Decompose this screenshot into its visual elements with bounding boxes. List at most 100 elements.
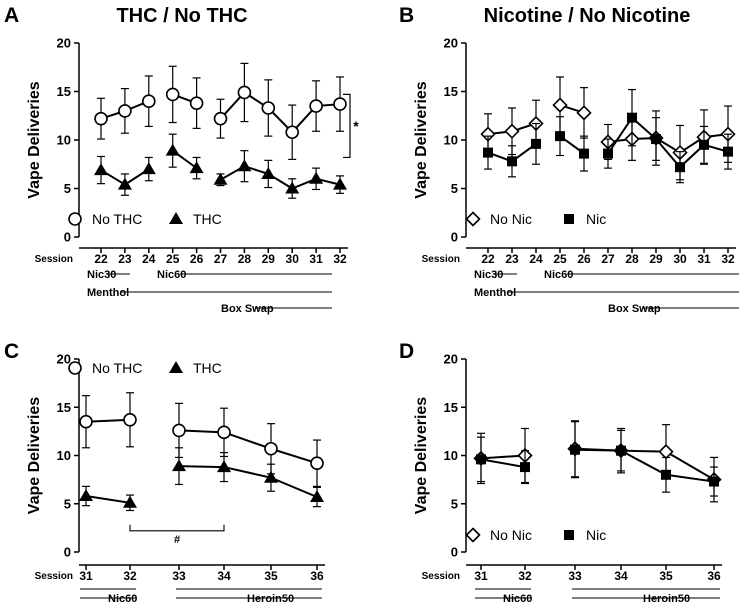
panel-b-condition-label: Menthol <box>474 287 516 299</box>
panel-a-y-tick-label: 0 <box>64 230 71 245</box>
panel-d-legend-label: Nic <box>586 527 606 543</box>
panel-c-series-thc-point <box>264 470 278 483</box>
panel-a-series-thc-point <box>261 166 276 179</box>
panel-a-x-tick-label: 28 <box>238 252 252 266</box>
panel-b-series-nic-point <box>555 131 565 142</box>
panel-a-series-no-thc-line <box>219 91 341 134</box>
panel-a-series-no-thc-point <box>118 104 132 118</box>
panel-b-series-nic-point <box>603 148 613 159</box>
panel-c-letter: C <box>4 340 19 363</box>
panel-b-series-nic-point <box>579 148 589 159</box>
panel-a-series-no-thc-point <box>213 111 228 126</box>
panel-b-series-no-nic-point <box>552 97 568 113</box>
panel-a-series-thc-point <box>285 181 300 194</box>
panel-a-legend-label: No THC <box>92 211 142 227</box>
panel-c-legend-marker <box>169 361 183 373</box>
panel-b-x-tick-label: 24 <box>529 252 543 266</box>
panel-d-series-no-nic-line <box>480 454 526 460</box>
panel-a-condition-label: Menthol <box>87 287 129 299</box>
panel-d-x-tick-label: 31 <box>474 569 488 583</box>
panel-d-y-tick-label: 10 <box>444 448 458 463</box>
panel-b-legend-label: Nic <box>586 211 606 227</box>
panel-b-series-nic-point <box>627 112 637 123</box>
panel-d-y-tick-label: 15 <box>444 400 458 415</box>
panel-a-series-thc-point <box>117 177 132 190</box>
panel-c-series-thc-point <box>79 489 93 502</box>
panel-a-session-label: Session <box>35 254 73 265</box>
panel-b-series-nic-point <box>675 162 685 173</box>
panel-c-session-label: Session <box>35 571 73 582</box>
panel-d-x-tick-label: 33 <box>568 569 582 583</box>
panel-a-y-tick-label: 20 <box>57 36 71 51</box>
panel-a-significance-bracket <box>343 93 351 159</box>
panel-a-series-no-thc-point <box>94 111 108 126</box>
panel-d-y-tick-label: 0 <box>451 545 458 560</box>
panel-b-series-no-nic-point <box>576 105 592 121</box>
panel-c-legend-label: No THC <box>92 360 142 376</box>
panel-b-condition-label: Box Swap <box>608 303 661 315</box>
panel-d-series-nic-point <box>709 476 719 487</box>
panel-d-series-nic-point <box>661 469 671 480</box>
panel-a-series-thc-point <box>94 163 108 176</box>
panel-d-legend-marker <box>564 530 574 540</box>
panel-c-legend-label: THC <box>193 360 222 376</box>
panel-a-condition-label: Nic30 <box>87 269 116 281</box>
panel-c-significance-mark: # <box>174 534 180 546</box>
panel-a-x-tick-label: 27 <box>214 252 228 266</box>
panel-a-letter: A <box>4 4 19 27</box>
panel-a-series-thc-point <box>333 177 347 190</box>
panel-c-y-tick-label: 10 <box>57 448 71 463</box>
panel-a-series-no-thc-point <box>142 94 156 108</box>
panel-c-series-thc-point <box>172 459 186 472</box>
panel-b-condition-label: Nic30 <box>474 269 503 281</box>
panel-b-x-tick-label: 26 <box>577 252 591 266</box>
panel-c-y-tick-label: 15 <box>57 400 71 415</box>
panel-d-series-no-nic-point <box>658 444 674 460</box>
panel-c-series-no-thc-point <box>217 425 231 440</box>
panel-d-series-nic-line <box>480 458 526 469</box>
panel-b-y-tick-label: 20 <box>444 36 458 51</box>
panel-a-series-thc-point <box>189 161 204 174</box>
panel-a-series-no-thc-point <box>189 96 204 110</box>
panel-b-x-tick-label: 29 <box>649 252 663 266</box>
panel-d-x-tick-label: 32 <box>518 569 532 583</box>
panel-b-x-tick-label: 23 <box>505 252 519 266</box>
panel-d-y-tick-label: 20 <box>444 352 458 367</box>
panel-b-x-tick-label: 31 <box>697 252 711 266</box>
panel-a-series-thc-point <box>309 171 324 184</box>
panel-d-legend-marker <box>465 527 481 543</box>
panel-a-series-no-thc-point <box>261 101 276 115</box>
panel-a-condition-label: Nic60 <box>157 269 186 281</box>
panel-b-series-no-nic-point <box>504 123 520 139</box>
panel-b-y-axis-label: Vape Deliveries <box>413 81 430 199</box>
panel-a-x-tick-label: 30 <box>286 252 300 266</box>
panel-b-series-nic-line <box>607 116 729 169</box>
panel-c-x-tick-label: 31 <box>79 569 93 583</box>
panel-c-series-thc-point <box>217 460 231 473</box>
panel-a-legend-marker <box>169 212 183 224</box>
panel-a-significance-mark: * <box>353 118 359 134</box>
panel-a-x-tick-label: 29 <box>262 252 276 266</box>
panel-c-series-thc-point <box>123 495 137 508</box>
panel-d-y-tick-label: 5 <box>451 496 458 511</box>
panel-b-x-tick-label: 22 <box>481 252 495 266</box>
panel-a-y-tick-label: 10 <box>57 133 71 148</box>
panel-d-series-nic-point <box>476 454 486 465</box>
panel-b-series-nic-point <box>699 139 709 150</box>
panel-a-series-thc-point <box>141 162 156 175</box>
panel-b-letter: B <box>399 4 414 27</box>
panel-a-series-thc-point <box>213 172 228 185</box>
panel-d-legend-label: No Nic <box>490 527 532 543</box>
panel-a-y-tick-label: 5 <box>64 181 71 196</box>
panel-c-series-no-thc-point <box>79 414 93 429</box>
panel-b-series-nic-point <box>723 146 733 157</box>
panel-d-series-nic-point <box>520 462 530 473</box>
panel-b-y-tick-label: 10 <box>444 133 458 148</box>
panel-d-series-nic-line <box>574 448 715 483</box>
panel-a-legend-marker <box>68 212 82 226</box>
panel-c-x-tick-label: 34 <box>217 569 231 583</box>
panel-a-legend-label: THC <box>193 211 222 227</box>
panel-a-x-tick-label: 31 <box>309 252 323 266</box>
panel-a-x-tick-label: 32 <box>333 252 347 266</box>
panel-b-session-label: Session <box>422 254 460 265</box>
